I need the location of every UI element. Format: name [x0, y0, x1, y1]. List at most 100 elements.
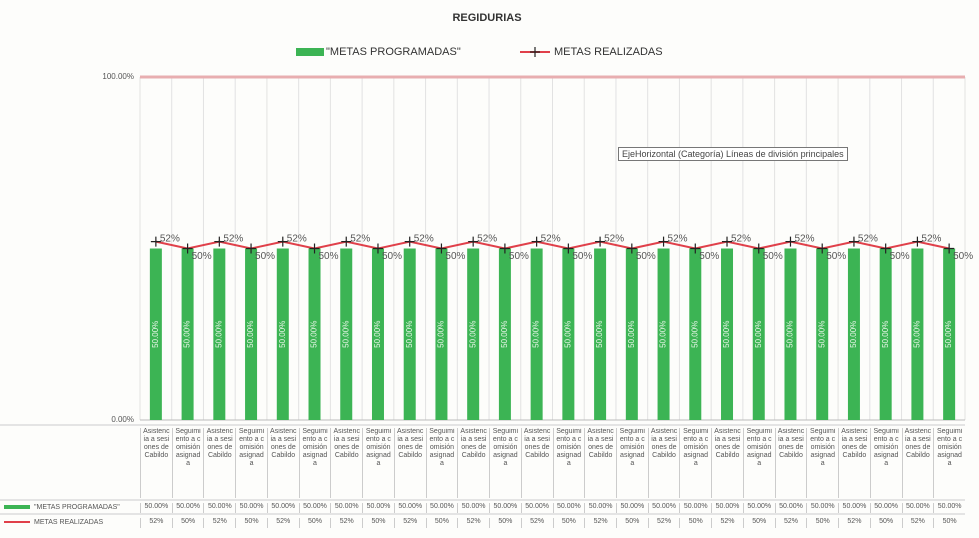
bar [847, 248, 860, 420]
bar-value-label: 50.00% [310, 321, 319, 348]
table-value: 52% [520, 518, 553, 528]
chart-title: REGIDURIAS [452, 12, 521, 24]
category-label: Seguimiento a comisión asignada [362, 428, 394, 498]
table-value: 50.00% [806, 503, 838, 513]
line-value-label: 50% [890, 251, 910, 262]
category-label: Seguimiento a comisión asignada [425, 428, 458, 498]
category-label: Seguimiento a comisión asignada [489, 428, 521, 498]
bar [752, 248, 765, 420]
table-value: 50% [489, 518, 521, 528]
bar-value-label: 50.00% [817, 321, 826, 348]
table-value: 50.00% [615, 503, 648, 513]
bar [784, 248, 797, 420]
legend-marker [530, 47, 540, 57]
bar [625, 248, 638, 420]
line-marker [499, 243, 510, 254]
line-marker [753, 243, 764, 254]
table-value: 50% [679, 518, 711, 528]
category-label: Seguimiento a comisión asignada [806, 428, 838, 498]
table-value: 50% [552, 518, 585, 528]
table-value: 50.00% [489, 503, 521, 513]
category-label: Asistencia a sesiones de Cabildo [140, 428, 172, 498]
table-value: 50% [933, 518, 965, 528]
table-value: 52% [266, 518, 299, 528]
table-value: 50.00% [584, 503, 616, 513]
category-label: Asistencia a sesiones de Cabildo [330, 428, 362, 498]
bar-value-label: 50.00% [405, 321, 414, 348]
table-value: 50.00% [933, 503, 965, 513]
y-tick-label: 100.00% [102, 72, 134, 81]
line-marker [214, 236, 225, 247]
category-label: Asistencia a sesiones de Cabildo [901, 428, 934, 498]
line-value-label: 50% [192, 251, 212, 262]
category-label: Seguimiento a comisión asignada [679, 428, 711, 498]
table-value: 50.00% [330, 503, 362, 513]
bar-value-label: 50.00% [246, 321, 255, 348]
bar-value-label: 50.00% [754, 321, 763, 348]
table-value: 52% [901, 518, 934, 528]
line-value-label: 50% [382, 251, 402, 262]
category-label: Asistencia a sesiones de Cabildo [203, 428, 235, 498]
table-value: 50.00% [362, 503, 394, 513]
bar-value-label: 50.00% [944, 321, 953, 348]
category-label: Asistencia a sesiones de Cabildo [393, 428, 426, 498]
table-value: 50.00% [901, 503, 934, 513]
table-series-name: "METAS PROGRAMADAS" [34, 503, 120, 511]
bar-value-label: 50.00% [722, 321, 731, 348]
bar-value-label: 50.00% [690, 321, 699, 348]
bar-value-label: 50.00% [532, 321, 541, 348]
line-value-label: 50% [763, 251, 783, 262]
table-value: 50.00% [552, 503, 585, 513]
bar [594, 248, 607, 420]
table-series-name: METAS REALIZADAS [34, 518, 104, 526]
line-marker [246, 243, 257, 254]
table-value: 50% [362, 518, 394, 528]
table-value: 50% [869, 518, 902, 528]
line-value-label: 52% [794, 233, 814, 244]
line-value-label: 50% [699, 251, 719, 262]
line-marker [880, 243, 891, 254]
bar-value-label: 50.00% [214, 321, 223, 348]
line-marker [563, 243, 574, 254]
bar-value-label: 50.00% [563, 321, 572, 348]
bar [721, 248, 734, 420]
line-marker [912, 236, 923, 247]
table-value: 50.00% [520, 503, 553, 513]
table-value: 50.00% [171, 503, 204, 513]
table-value: 50.00% [742, 503, 775, 513]
line-value-label: 50% [572, 251, 592, 262]
bar [435, 248, 448, 420]
category-label: Seguimiento a comisión asignada [869, 428, 902, 498]
category-label: Asistencia a sesiones de Cabildo [584, 428, 616, 498]
table-legend-key [4, 505, 30, 509]
bar [467, 248, 480, 420]
line-marker [817, 243, 828, 254]
bar [213, 248, 226, 420]
line-value-label: 52% [414, 233, 434, 244]
bar [340, 248, 353, 420]
table-value: 50.00% [647, 503, 680, 513]
annotation: EjeHorizontal (Categoría) Líneas de divi… [618, 147, 848, 161]
category-label: Seguimiento a comisión asignada [742, 428, 775, 498]
bar [308, 248, 321, 420]
table-value: 50.00% [838, 503, 870, 513]
table-value: 50.00% [425, 503, 458, 513]
bar [149, 248, 162, 420]
bar-value-label: 50.00% [849, 321, 858, 348]
bar [816, 248, 829, 420]
bar-value-label: 50.00% [627, 321, 636, 348]
legend-label: "METAS PROGRAMADAS" [326, 46, 461, 58]
line-value-label: 50% [445, 251, 465, 262]
line-value-label: 52% [858, 233, 878, 244]
line-value-label: 52% [921, 233, 941, 244]
bar-value-label: 50.00% [437, 321, 446, 348]
bar-value-label: 50.00% [468, 321, 477, 348]
bar-value-label: 50.00% [881, 321, 890, 348]
line-value-label: 52% [731, 233, 751, 244]
bar [181, 248, 194, 420]
line-marker [626, 243, 637, 254]
bar-value-label: 50.00% [595, 321, 604, 348]
line-marker [182, 243, 193, 254]
